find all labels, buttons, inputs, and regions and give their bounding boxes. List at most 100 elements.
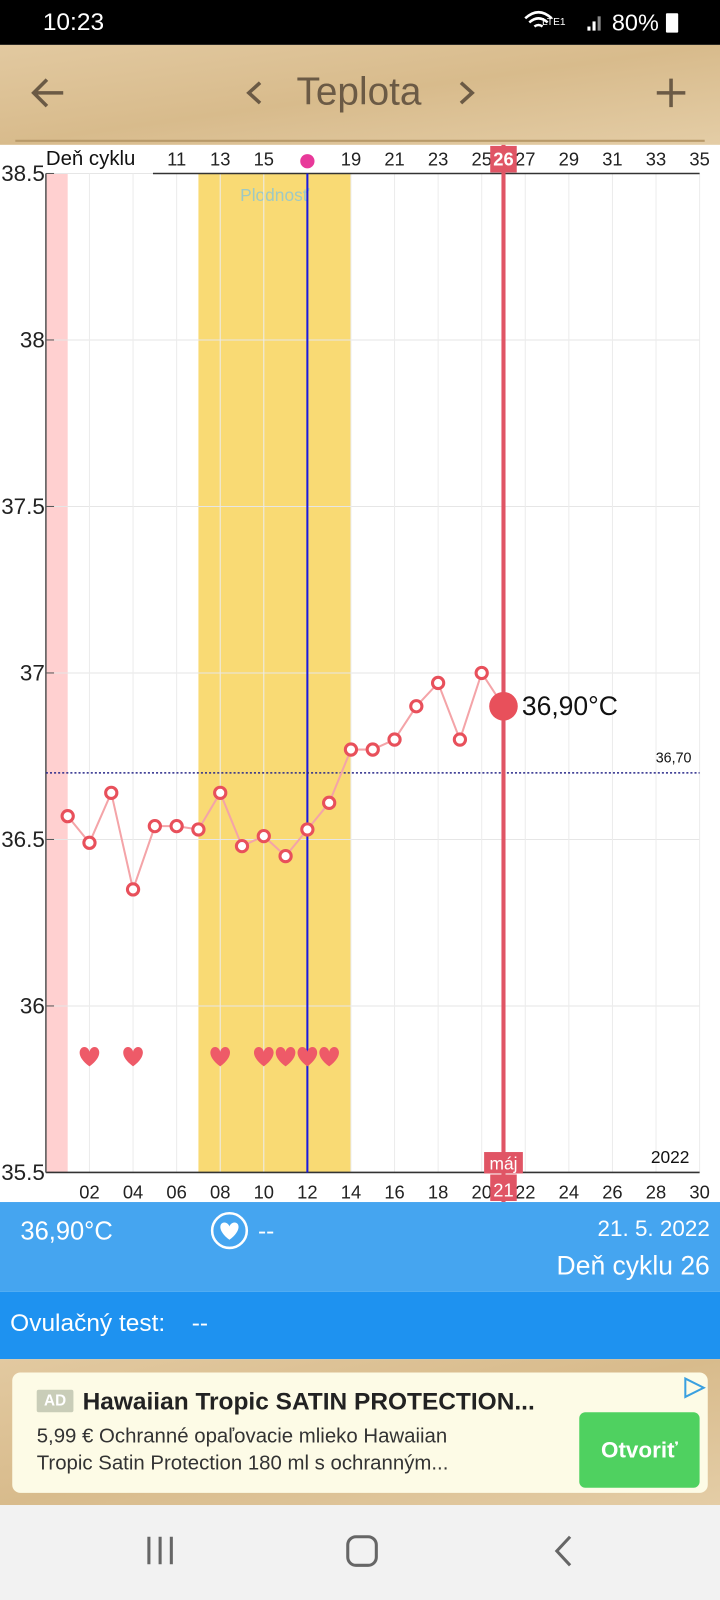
temperature-point (82, 835, 97, 850)
signal-icon (587, 26, 591, 31)
temperature-point (430, 675, 446, 691)
info-panel (0, 1202, 720, 1292)
intercourse-value: -- (258, 1218, 274, 1245)
info-temperature: 36,90°C (20, 1218, 112, 1246)
wifi-icon (524, 10, 553, 28)
info-date: 21. 5. 2022 (598, 1216, 710, 1241)
cycle-day-label: 11 (167, 149, 186, 170)
cycle-day-label: 29 (559, 149, 579, 170)
battery-icon (665, 13, 679, 33)
y-tick-label: 38.5 (1, 161, 45, 186)
x-tick-label: 28 (646, 1181, 666, 1202)
intercourse-heart (253, 1046, 274, 1067)
signal-icon (597, 16, 601, 31)
navigation-bar (0, 1505, 720, 1600)
temperature-point (125, 882, 141, 897)
selection-month-badge (484, 1152, 523, 1174)
temperature-point (213, 785, 228, 800)
system-back-button[interactable] (554, 1535, 572, 1567)
temperature-point (256, 828, 271, 844)
selected-value-label: 36,90°C (522, 691, 618, 721)
ad-description: 5,99 € Ochranné opaľovacie mlieko Hawaii… (37, 1426, 447, 1448)
network: LTE1 (542, 17, 566, 28)
x-tick-label: 30 (689, 1181, 709, 1202)
cycle-day-label: 19 (341, 149, 361, 170)
cycle-day-label: 27 (515, 149, 535, 170)
intercourse-heart (319, 1046, 339, 1067)
y-tick-label: 36.5 (1, 827, 45, 852)
x-tick-label: 02 (79, 1181, 99, 1202)
selection-day: 21 (493, 1179, 513, 1200)
header (0, 44, 720, 145)
temperature-point (147, 818, 162, 834)
x-tick-label: 12 (297, 1181, 317, 1202)
x-tick-label: 10 (254, 1181, 274, 1202)
temperature-point (474, 665, 489, 681)
x-tick-label: 08 (210, 1181, 230, 1202)
ad-title: Hawaiian Tropic SATIN PROTECTION... (83, 1389, 535, 1416)
x-axis-label: Deň cyklu (46, 148, 136, 170)
temperature-point (191, 822, 206, 837)
info-cycle-day: Deň cyklu 26 (557, 1250, 710, 1280)
cycle-day-label: 15 (254, 149, 274, 170)
y-tick-label: 38 (20, 327, 45, 352)
y-tick-label: 37 (20, 660, 45, 685)
y-tick-label: 37.5 (1, 494, 45, 519)
x-tick-label: 26 (602, 1181, 622, 1202)
next-button[interactable] (459, 81, 475, 105)
recent-apps-button[interactable] (147, 1536, 173, 1565)
ovulation-marker (300, 154, 315, 169)
cycle-day-label: 13 (210, 149, 230, 170)
ovulation-test-label: Ovulačný test: (10, 1310, 165, 1337)
temperature-point (278, 848, 293, 864)
x-tick-label: 20 (471, 1181, 491, 1202)
ad-button[interactable] (579, 1412, 700, 1488)
previous-button[interactable] (246, 81, 262, 105)
temperature-point (60, 809, 75, 824)
temperature-point (322, 795, 337, 810)
x-tick-label: 06 (166, 1181, 186, 1202)
home-button[interactable] (346, 1535, 378, 1567)
fertile-window-label: Plodnosť (240, 185, 310, 205)
add-button[interactable] (656, 78, 686, 108)
temperature-point (104, 785, 119, 800)
screen-title: Teplota (297, 70, 422, 113)
intercourse-heart (297, 1046, 318, 1067)
temperature-point (452, 732, 468, 747)
clock: 10:23 (43, 9, 104, 36)
year-label: 2022 (651, 1147, 690, 1167)
ad-button-text: Otvoriť (601, 1437, 678, 1462)
ovulation-test-bar[interactable] (0, 1291, 720, 1360)
x-tick-label: 16 (384, 1181, 404, 1202)
chart: Plodnosť 35.5 36 36.5 37 37.5 38 38.5 02 04 06 08 10… (1, 144, 710, 1202)
temperature-point (234, 838, 250, 854)
intercourse-heart (123, 1046, 143, 1067)
back-button[interactable] (31, 78, 64, 108)
intercourse-icon[interactable] (210, 1211, 249, 1250)
intercourse-heart (210, 1046, 231, 1067)
cycle-day-label: 21 (384, 149, 404, 170)
selection-month: máj (490, 1153, 518, 1173)
reference-line-label: 36,70 (656, 751, 692, 767)
temperature-point (343, 742, 359, 757)
intercourse-heart (275, 1046, 296, 1067)
cycle-day-label: 33 (646, 149, 666, 170)
temperature-point (169, 818, 184, 834)
temperature-point (409, 699, 424, 714)
ad-badge-text: AD (44, 1393, 66, 1410)
ad-card[interactable] (12, 1372, 708, 1493)
ad-choices-icon[interactable] (684, 1376, 706, 1399)
ovulation-test-value: -- (192, 1310, 208, 1337)
x-tick-label: 18 (428, 1181, 448, 1202)
cycle-day-label: 23 (428, 149, 448, 170)
x-tick-label: 04 (123, 1181, 143, 1202)
temperature-point (300, 822, 315, 837)
heart-icon (220, 1222, 239, 1240)
selection-top-badge (490, 145, 517, 173)
selection-day-badge (490, 1174, 517, 1202)
temperature-point (365, 742, 380, 757)
y-tick-label: 35.5 (1, 1160, 45, 1185)
y-tick-label: 36 (20, 993, 45, 1018)
x-tick-label: 24 (559, 1181, 579, 1202)
